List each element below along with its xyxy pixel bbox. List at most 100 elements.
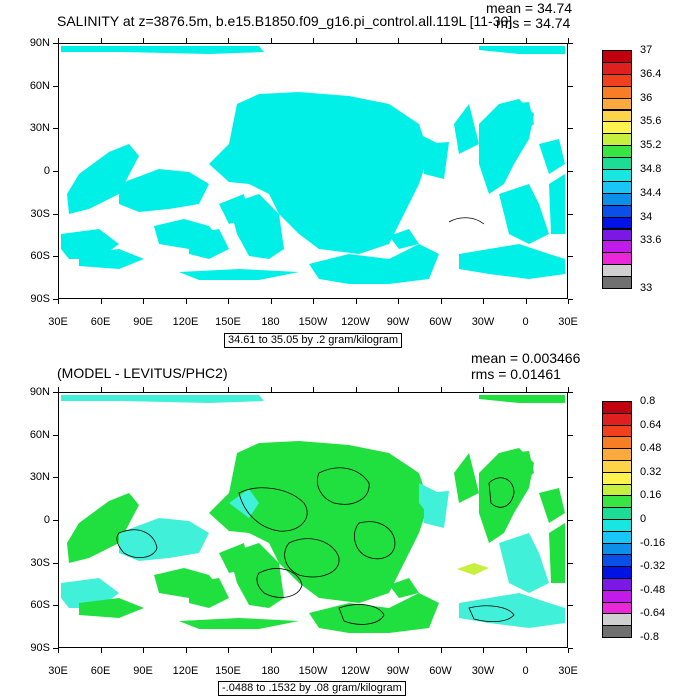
lon-tick: [270, 648, 272, 653]
ocean-region: [424, 491, 449, 528]
lon-tick: [185, 648, 187, 653]
lat-tick: [53, 128, 58, 130]
ocean-region: [389, 578, 419, 598]
colorbar-label: 0.8: [640, 395, 656, 407]
lat-tick: [53, 43, 58, 44]
lat-tick: [568, 648, 573, 649]
ocean-region: [119, 169, 209, 212]
lon-label: 90E: [133, 316, 153, 328]
lat-tick: [568, 434, 573, 436]
lon-tick: [228, 387, 229, 392]
ocean-region: [479, 46, 565, 54]
lon-tick: [143, 648, 144, 653]
ocean-region: [549, 174, 565, 234]
colorbar-label: 36: [640, 91, 653, 104]
ocean-region: [539, 488, 565, 523]
lat-tick: [53, 171, 58, 172]
lon-tick: [143, 387, 144, 392]
lon-tick: [355, 38, 357, 43]
lon-tick: [185, 299, 187, 304]
ocean-region: [79, 598, 144, 618]
lon-label: 30E: [48, 665, 68, 677]
colorbar-label: -0.48: [640, 583, 666, 596]
lat-tick: [568, 171, 573, 172]
lon-tick: [483, 387, 484, 392]
lon-tick: [228, 38, 229, 43]
colorbar-label: 34.4: [640, 186, 662, 199]
lat-label: 60N: [29, 428, 50, 441]
colorbar-label: 35.2: [640, 139, 662, 152]
contour-line: [284, 538, 340, 578]
lon-tick: [355, 387, 357, 392]
lat-label: 60S: [30, 250, 50, 263]
lon-tick: [440, 299, 442, 304]
lon-label: 120W: [341, 665, 370, 677]
rms-value: rms = 34.74: [496, 15, 571, 31]
ocean-region: [179, 618, 299, 629]
colorbar-label: 34.8: [640, 163, 662, 175]
contour-line: [256, 568, 303, 598]
lon-tick: [483, 299, 484, 304]
ocean-region: [119, 518, 209, 561]
contour-line: [338, 604, 385, 625]
lon-tick: [313, 299, 314, 304]
lat-label: 90S: [30, 642, 50, 654]
lon-tick: [525, 387, 527, 392]
lon-tick: [270, 38, 272, 43]
lon-label: 150W: [298, 316, 328, 328]
lon-label: 150E: [215, 665, 241, 677]
lon-tick: [58, 299, 59, 304]
ocean-region: [67, 144, 139, 214]
lat-label: 30N: [29, 122, 50, 135]
lon-tick: [398, 648, 399, 653]
lon-tick: [398, 387, 399, 392]
lon-label: 30E: [48, 316, 68, 328]
colorbar-label: -0.8: [640, 631, 659, 643]
colorbar-label: 33: [640, 282, 653, 294]
lat-tick: [568, 256, 573, 258]
lon-tick: [525, 648, 527, 653]
lat-label: 90S: [30, 293, 50, 305]
lon-tick: [143, 38, 144, 43]
lon-label: 60W: [429, 665, 452, 677]
lat-label: 0: [43, 514, 50, 526]
colorbar-label: -0.64: [640, 607, 666, 620]
lat-label: 30N: [29, 471, 50, 484]
lon-tick: [355, 648, 357, 653]
ocean-region: [309, 244, 439, 284]
lon-tick: [398, 38, 399, 43]
lat-tick: [568, 128, 573, 130]
colorbar-label: 34: [640, 210, 653, 223]
ocean-region: [67, 493, 139, 563]
ocean-region: [79, 249, 144, 269]
ocean-region: [499, 184, 549, 244]
ocean-map: [61, 46, 565, 284]
lon-label: 60E: [90, 665, 111, 677]
lat-tick: [53, 605, 58, 607]
ocean-region: [61, 46, 264, 54]
colorbar-label: 0.64: [640, 418, 662, 431]
lon-tick: [100, 38, 102, 43]
lon-tick: [58, 38, 59, 43]
contour-line: [354, 521, 396, 560]
lon-label: 180: [261, 665, 280, 677]
lat-label: 90N: [29, 386, 50, 398]
lon-tick: [525, 38, 527, 43]
lon-tick: [58, 387, 59, 392]
lon-tick: [568, 648, 569, 653]
lat-tick: [568, 520, 573, 521]
ocean-region: [479, 395, 565, 403]
ocean-region: [229, 140, 259, 169]
ocean-region: [549, 523, 565, 583]
lon-label: 120E: [172, 316, 199, 328]
lat-tick: [568, 43, 573, 44]
mean-value: mean = 0.003466: [471, 350, 581, 366]
ocean-region: [509, 451, 534, 483]
colorbar-label: 0.32: [640, 465, 662, 478]
lon-label: 30E: [558, 316, 578, 328]
lon-tick: [313, 387, 314, 392]
lon-label: 0: [522, 316, 529, 328]
colorbar-swatch: [602, 625, 632, 638]
lon-tick: [398, 299, 399, 304]
ocean-region: [539, 139, 565, 174]
